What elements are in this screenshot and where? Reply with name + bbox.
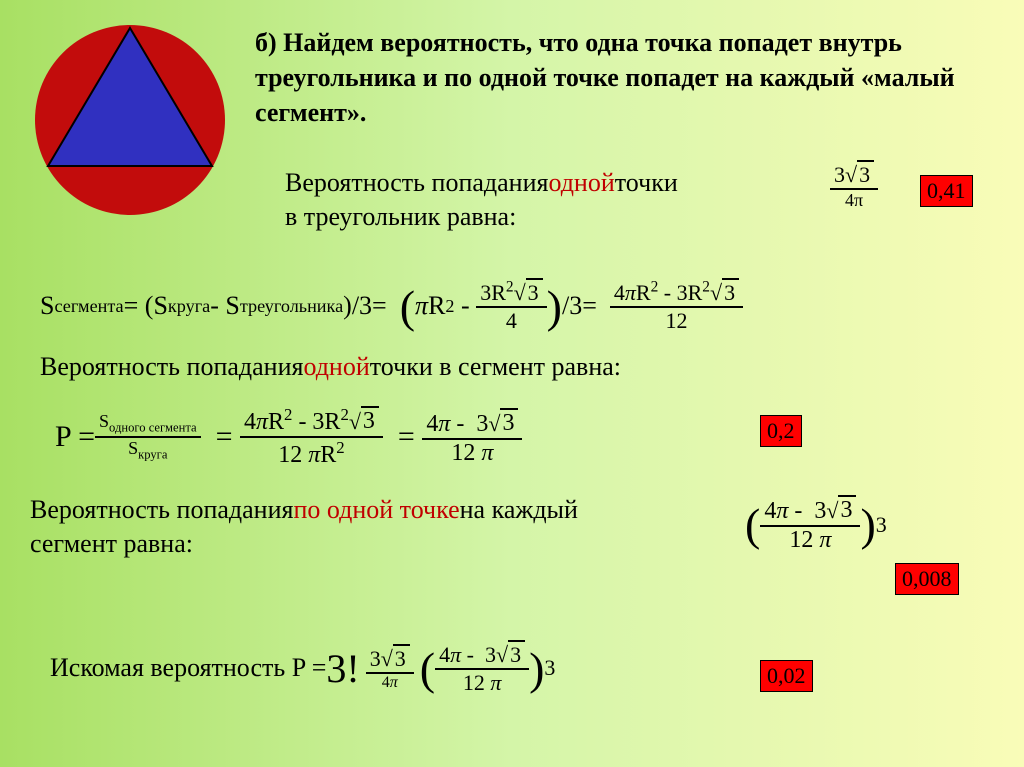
frac-triangle-prob: 3√3 4π <box>830 160 878 211</box>
text-prob-triangle-1: Вероятность попадания одной точки <box>285 168 678 198</box>
text-prob-segment: Вероятность попадания одной точки в сегм… <box>40 352 621 382</box>
circle-triangle-diagram <box>30 20 230 225</box>
badge-0-008: 0,008 <box>895 563 959 595</box>
text-prob-each-segment-2: сегмент равна: <box>30 529 193 559</box>
text-prob-each-segment-1: Вероятность попадания по одной точке на … <box>30 495 578 525</box>
final-probability: Искомая вероятность P = 3! 3√3 4π ( 4π -… <box>50 640 555 696</box>
badge-0-02: 0,02 <box>760 660 813 692</box>
segment-area-formula: Sсегмента = (Sкруга - Sтреугольника )/3=… <box>40 278 743 334</box>
prob-segment-formula: P = Sодного сегмента Sкруга = 4πR2 - 3R2… <box>55 405 522 469</box>
badge-0-2: 0,2 <box>760 415 802 447</box>
slide-title: б) Найдем вероятность, что одна точка по… <box>255 25 975 130</box>
text-prob-triangle-2: в треугольник равна: <box>285 202 516 232</box>
cube-expression: ( 4π - 3√3 12 π )3 <box>745 495 887 554</box>
badge-0-41: 0,41 <box>920 175 973 207</box>
